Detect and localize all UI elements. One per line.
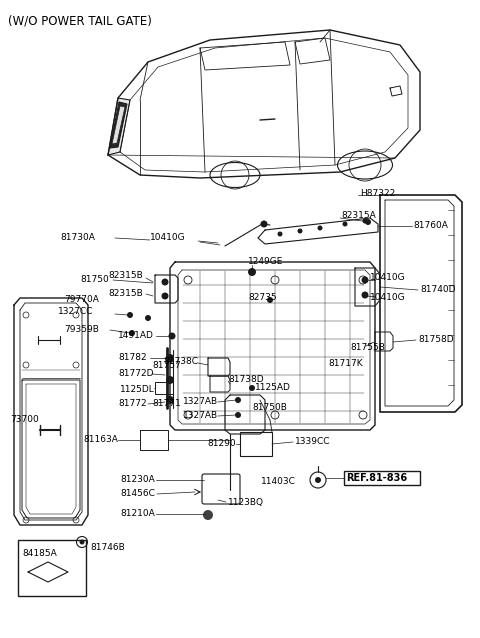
Text: 81750B: 81750B [252, 403, 287, 413]
Circle shape [362, 218, 368, 223]
Text: 1125AD: 1125AD [255, 383, 291, 392]
Polygon shape [112, 106, 125, 144]
Text: 81746B: 81746B [90, 544, 125, 553]
Circle shape [365, 219, 371, 225]
Bar [344, 471, 420, 485]
Text: 82735: 82735 [248, 293, 276, 302]
Circle shape [235, 397, 241, 403]
Text: 81740D: 81740D [420, 285, 456, 295]
Text: 81755B: 81755B [350, 343, 385, 353]
Text: H87322: H87322 [360, 188, 395, 198]
Text: 81163A: 81163A [83, 436, 118, 445]
Text: 10410G: 10410G [370, 274, 406, 283]
Text: 81230A: 81230A [120, 475, 155, 484]
Circle shape [361, 276, 369, 283]
Circle shape [267, 297, 273, 303]
Text: 1249GE: 1249GE [248, 258, 283, 267]
Polygon shape [110, 102, 127, 148]
Text: 79770A: 79770A [64, 295, 99, 304]
Text: 1327CC: 1327CC [58, 308, 94, 316]
Text: 82315A: 82315A [341, 212, 376, 221]
Circle shape [298, 228, 302, 234]
Text: 1327AB: 1327AB [183, 412, 218, 420]
Circle shape [361, 292, 369, 299]
Text: 81750: 81750 [80, 276, 109, 285]
Text: 1123BQ: 1123BQ [228, 498, 264, 507]
Circle shape [129, 330, 135, 336]
Text: 81771: 81771 [152, 399, 181, 408]
Circle shape [127, 312, 133, 318]
Text: 81456C: 81456C [120, 489, 155, 498]
Polygon shape [108, 98, 130, 155]
Text: 81758D: 81758D [418, 336, 454, 345]
Text: 81772: 81772 [118, 399, 146, 408]
Bar [240, 432, 272, 456]
Circle shape [161, 292, 168, 299]
Circle shape [315, 477, 321, 483]
Text: 81772D: 81772D [118, 369, 154, 378]
Text: 73700: 73700 [10, 415, 39, 424]
Circle shape [235, 412, 241, 418]
Text: 82315B: 82315B [108, 290, 143, 299]
Text: 10410G: 10410G [150, 234, 186, 242]
Circle shape [317, 225, 323, 230]
Circle shape [343, 221, 348, 226]
Text: 1125DL: 1125DL [120, 385, 155, 394]
Text: 81210A: 81210A [120, 510, 155, 519]
Circle shape [166, 354, 174, 362]
Circle shape [145, 315, 151, 321]
Text: 81738D: 81738D [228, 376, 264, 385]
Text: 84185A: 84185A [22, 549, 57, 558]
Circle shape [166, 396, 174, 404]
Bar [18, 540, 86, 596]
Circle shape [249, 385, 255, 391]
Bar [155, 382, 173, 394]
Text: 1491AD: 1491AD [118, 332, 154, 341]
Circle shape [248, 268, 256, 276]
Circle shape [80, 540, 84, 544]
Text: 81760A: 81760A [413, 221, 448, 230]
Text: 82315B: 82315B [108, 272, 143, 281]
Text: 79359B: 79359B [64, 325, 99, 334]
Text: 1339CC: 1339CC [295, 438, 331, 447]
Text: 81730A: 81730A [60, 232, 95, 242]
Circle shape [161, 279, 168, 285]
Text: 10410G: 10410G [370, 293, 406, 302]
Text: 81757: 81757 [152, 362, 181, 371]
Circle shape [168, 332, 176, 339]
Text: 1327AB: 1327AB [183, 397, 218, 406]
Circle shape [203, 510, 213, 520]
Circle shape [277, 232, 283, 237]
Circle shape [166, 376, 174, 384]
Text: 11403C: 11403C [261, 477, 296, 487]
Text: (W/O POWER TAIL GATE): (W/O POWER TAIL GATE) [8, 14, 152, 27]
Text: 81738C: 81738C [163, 357, 198, 366]
Text: REF.81-836: REF.81-836 [346, 473, 407, 483]
Text: 81782: 81782 [118, 353, 146, 362]
Circle shape [261, 221, 267, 228]
Text: 81290: 81290 [207, 440, 236, 449]
Text: 81717K: 81717K [328, 359, 362, 369]
